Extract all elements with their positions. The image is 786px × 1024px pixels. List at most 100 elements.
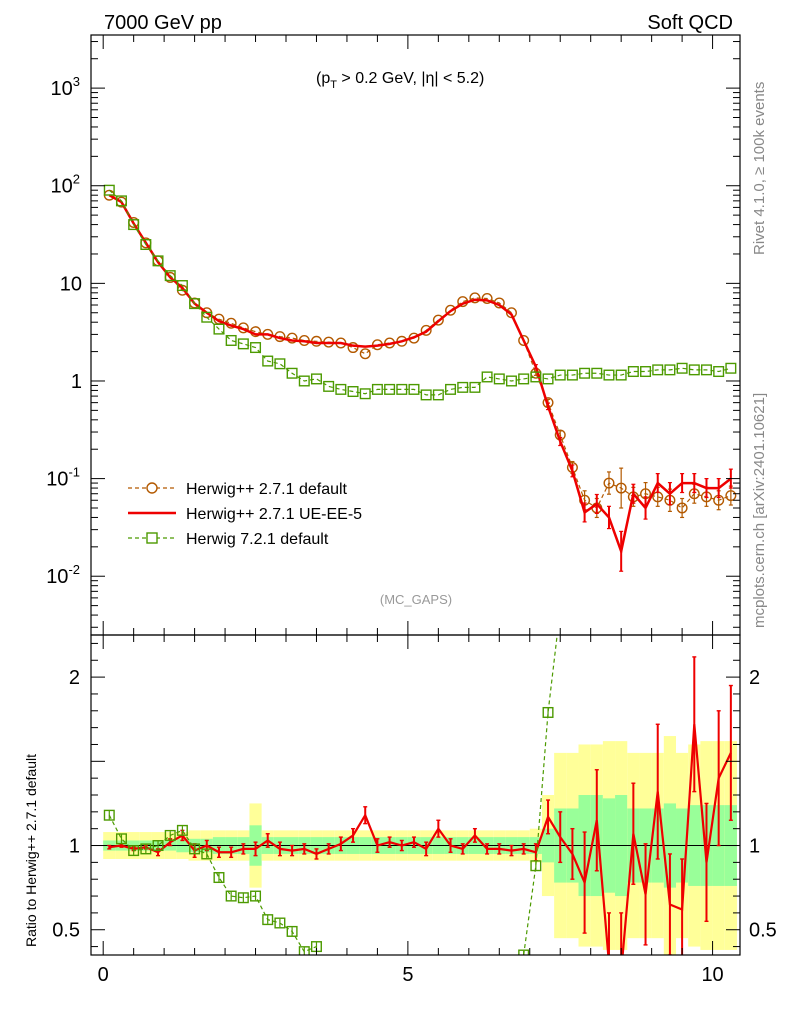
rivet-label: Rivet 4.1.0, ≥ 100k events bbox=[751, 82, 768, 255]
ratio-point bbox=[213, 872, 225, 884]
data-point bbox=[676, 362, 688, 374]
legend-marker bbox=[146, 532, 158, 544]
data-point bbox=[566, 369, 578, 381]
data-point bbox=[152, 255, 164, 267]
ratio-line bbox=[523, 635, 558, 955]
data-point bbox=[189, 298, 201, 310]
legend-label: Herwig 7.2.1 default bbox=[186, 531, 329, 548]
data-point bbox=[176, 280, 188, 292]
ratio-plot bbox=[91, 635, 740, 955]
data-point bbox=[250, 342, 262, 354]
data-point bbox=[713, 366, 725, 378]
data-point bbox=[615, 369, 627, 381]
data-point bbox=[664, 364, 676, 376]
ratio-point bbox=[250, 890, 262, 902]
data-point bbox=[408, 383, 420, 395]
ratio-point bbox=[189, 843, 201, 855]
data-point bbox=[445, 304, 457, 316]
data-point bbox=[335, 383, 347, 395]
y-tick-label: 103 bbox=[51, 74, 80, 100]
main-plot bbox=[103, 184, 737, 572]
data-point bbox=[432, 314, 444, 326]
cut-label: (pT > 0.2 GeV, |η| < 5.2) bbox=[316, 70, 484, 91]
main-series bbox=[103, 184, 737, 572]
uncertainty-bands bbox=[103, 736, 737, 955]
process-label: Soft QCD bbox=[647, 12, 733, 34]
ratio-point bbox=[103, 809, 115, 821]
ratio-y-tick-label: 2 bbox=[69, 667, 80, 689]
data-point bbox=[396, 383, 408, 395]
data-point bbox=[505, 307, 517, 319]
data-point bbox=[725, 490, 737, 502]
data-point bbox=[603, 477, 615, 489]
y-tick-label: 1 bbox=[71, 371, 82, 393]
ratio-y-tick-label: 1 bbox=[69, 836, 80, 858]
data-point bbox=[115, 195, 127, 207]
data-point bbox=[420, 389, 432, 401]
y-tick-label: 102 bbox=[51, 172, 80, 198]
y-tick-label: 10 bbox=[60, 273, 82, 295]
data-point bbox=[505, 375, 517, 387]
ratio-point bbox=[530, 860, 542, 872]
data-point bbox=[591, 367, 603, 379]
legend-marker bbox=[146, 482, 158, 494]
ratio-y-tick-label-right: 2 bbox=[749, 667, 760, 689]
legend-entry: Herwig++ 2.7.1 UE-EE-5 bbox=[128, 506, 362, 523]
data-point bbox=[579, 367, 591, 379]
data-point bbox=[640, 366, 652, 378]
data-point bbox=[323, 380, 335, 392]
ratio-herwigpp-ue-ee-5 bbox=[107, 656, 733, 955]
data-point bbox=[128, 219, 140, 231]
data-point bbox=[140, 239, 152, 251]
data-point bbox=[347, 386, 359, 398]
ratio-point bbox=[176, 824, 188, 836]
data-point bbox=[688, 364, 700, 376]
data-point bbox=[225, 334, 237, 346]
data-point bbox=[530, 371, 542, 383]
data-point bbox=[286, 367, 298, 379]
legend: Herwig++ 2.7.1 default Herwig++ 2.7.1 UE-… bbox=[128, 481, 362, 548]
data-point bbox=[237, 338, 249, 350]
y-tick-label: 10-1 bbox=[46, 465, 80, 491]
mcplots-label: mcplots.cern.ch [arXiv:2401.10621] bbox=[751, 393, 768, 628]
data-point bbox=[676, 502, 688, 514]
x-tick-label: 10 bbox=[701, 964, 723, 986]
ratio-series bbox=[91, 635, 740, 955]
ratio-point bbox=[286, 925, 298, 937]
ratio-point bbox=[262, 914, 274, 926]
ratio-herwig7-default bbox=[103, 635, 558, 955]
ratio-point bbox=[140, 843, 152, 855]
data-point bbox=[262, 355, 274, 367]
data-point bbox=[347, 342, 359, 354]
legend-entry: Herwig 7.2.1 default bbox=[128, 531, 329, 548]
ratio-point bbox=[225, 890, 237, 902]
data-point bbox=[310, 373, 322, 385]
data-point bbox=[286, 332, 298, 344]
ratio-point bbox=[152, 840, 164, 852]
data-point bbox=[432, 389, 444, 401]
ratio-point bbox=[115, 833, 127, 845]
data-point bbox=[481, 292, 493, 304]
data-point bbox=[469, 381, 481, 393]
data-point bbox=[554, 369, 566, 381]
data-point bbox=[164, 270, 176, 282]
data-point bbox=[103, 184, 115, 196]
ratio-y-tick-label-right: 1 bbox=[749, 836, 760, 858]
ratio-point bbox=[298, 946, 310, 955]
ratio-point bbox=[274, 917, 286, 929]
data-point bbox=[359, 348, 371, 360]
data-point bbox=[298, 375, 310, 387]
ratio-y-tick-label-right: 0.5 bbox=[749, 920, 777, 942]
ratio-ylabel: Ratio to Herwig++ 2.7.1 default bbox=[23, 754, 39, 947]
axes: 0 5 10 10-2 10-1 1 10 102 103 0.5 0.5 1 1 2 2 bbox=[46, 34, 777, 986]
beam-label: 7000 GeV pp bbox=[104, 12, 222, 34]
data-point bbox=[652, 364, 664, 376]
data-point bbox=[518, 373, 530, 385]
data-point bbox=[725, 362, 737, 374]
data-point bbox=[627, 366, 639, 378]
data-point bbox=[371, 383, 383, 395]
ratio-point bbox=[201, 848, 213, 860]
data-point bbox=[420, 324, 432, 336]
data-point bbox=[700, 364, 712, 376]
